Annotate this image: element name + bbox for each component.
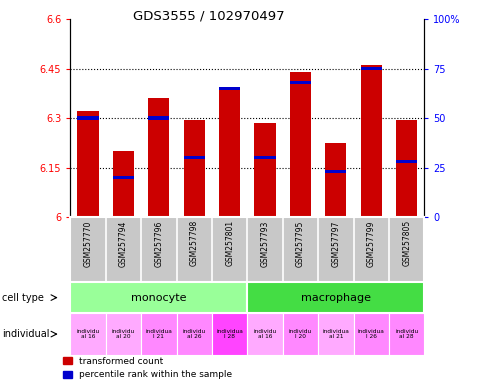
Bar: [282, 313, 318, 355]
Bar: [183, 120, 204, 217]
Bar: [212, 313, 247, 355]
Text: individual: individual: [2, 329, 50, 339]
Text: GSM257799: GSM257799: [366, 220, 375, 266]
Bar: [325, 143, 346, 217]
Bar: [113, 176, 134, 179]
Bar: [360, 65, 381, 217]
Text: GSM257798: GSM257798: [189, 220, 198, 266]
Text: GSM257770: GSM257770: [83, 220, 92, 266]
Bar: [113, 151, 134, 217]
Text: individu
al 16: individu al 16: [253, 329, 276, 339]
Text: individua
al 21: individua al 21: [322, 329, 348, 339]
Bar: [353, 313, 388, 355]
Bar: [360, 67, 381, 70]
Bar: [148, 116, 169, 120]
Bar: [395, 160, 416, 163]
Bar: [219, 87, 240, 90]
Text: GSM257801: GSM257801: [225, 220, 234, 266]
Text: GSM257797: GSM257797: [331, 220, 340, 266]
Bar: [148, 98, 169, 217]
Bar: [77, 111, 98, 217]
Text: macrophage: macrophage: [300, 293, 370, 303]
Bar: [395, 120, 416, 217]
Text: individua
l 28: individua l 28: [216, 329, 242, 339]
Bar: [70, 282, 247, 313]
Bar: [254, 123, 275, 217]
Text: GDS3555 / 102970497: GDS3555 / 102970497: [133, 10, 284, 23]
Bar: [176, 313, 212, 355]
Legend: transformed count, percentile rank within the sample: transformed count, percentile rank withi…: [62, 357, 232, 379]
Bar: [106, 313, 141, 355]
Bar: [219, 90, 240, 217]
Bar: [77, 116, 98, 120]
Text: individu
al 20: individu al 20: [112, 329, 135, 339]
Bar: [318, 313, 353, 355]
Text: individu
al 26: individu al 26: [182, 329, 205, 339]
Text: individu
al 28: individu al 28: [394, 329, 417, 339]
Text: cell type: cell type: [2, 293, 44, 303]
Bar: [141, 313, 176, 355]
Bar: [388, 313, 424, 355]
Text: individua
l 26: individua l 26: [357, 329, 384, 339]
Bar: [183, 156, 204, 159]
Text: GSM257794: GSM257794: [119, 220, 128, 266]
Bar: [70, 313, 106, 355]
Bar: [247, 282, 424, 313]
Text: GSM257793: GSM257793: [260, 220, 269, 266]
Bar: [325, 170, 346, 173]
Bar: [247, 313, 282, 355]
Text: individu
l 20: individu l 20: [288, 329, 311, 339]
Text: individua
l 21: individua l 21: [145, 329, 172, 339]
Text: GSM257795: GSM257795: [295, 220, 304, 266]
Text: monocyte: monocyte: [131, 293, 186, 303]
Bar: [254, 156, 275, 159]
Text: individu
al 16: individu al 16: [76, 329, 99, 339]
Bar: [289, 72, 310, 217]
Text: GSM257805: GSM257805: [401, 220, 410, 266]
Text: GSM257796: GSM257796: [154, 220, 163, 266]
Bar: [289, 81, 310, 84]
